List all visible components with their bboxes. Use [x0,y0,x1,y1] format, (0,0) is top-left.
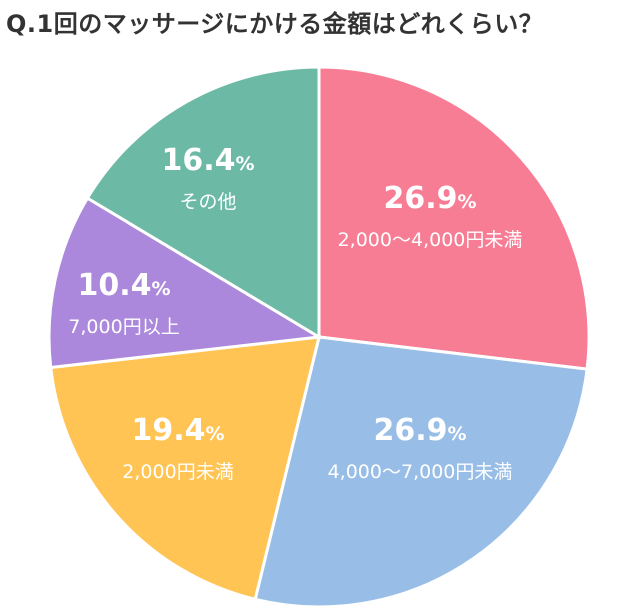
slice-percent-label: 19.4% [131,413,224,448]
slice-category-label: 4,000〜7,000円未満 [328,461,513,483]
slice-percent-label: 10.4% [77,268,170,303]
pie-slice [253,335,589,609]
slice-percent-label: 16.4% [161,143,254,178]
slice-category-label: その他 [179,191,236,213]
pie-slice [317,65,591,371]
slice-category-label: 2,000円未満 [122,461,233,483]
chart-title: Q.1回のマッサージにかける金額はどれくらい？ [6,10,544,38]
slice-percent-label: 26.9% [383,181,476,216]
slice-percent-label: 26.9% [373,413,466,448]
pie-slice [49,335,321,602]
pie-slice [47,196,324,370]
pie-slice [85,65,321,340]
slice-category-label: 2,000〜4,000円未満 [338,229,523,251]
slice-category-label: 7,000円以上 [68,316,179,338]
